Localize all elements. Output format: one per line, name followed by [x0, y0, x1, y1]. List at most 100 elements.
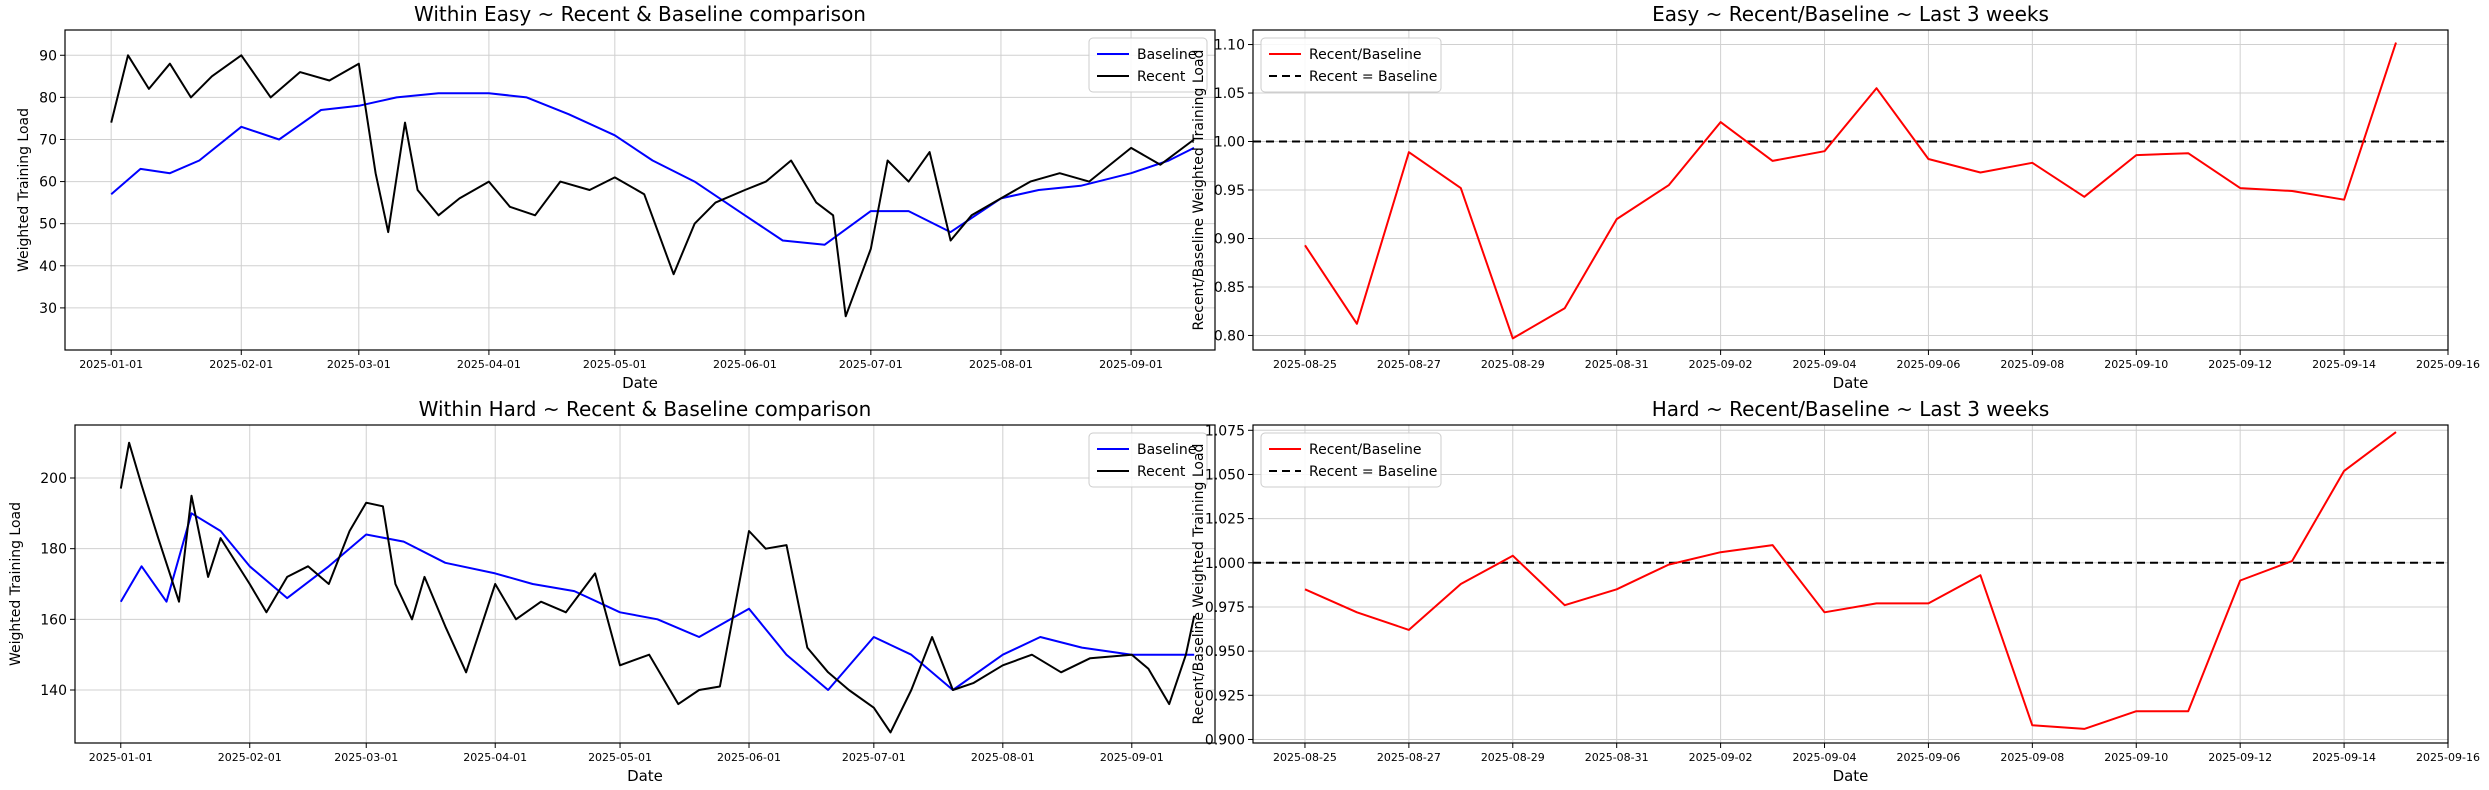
axes-frame — [1252, 424, 2449, 744]
y-axis-label: Recent/Baseline Weighted Training Load — [1191, 444, 1207, 725]
chart-hard-compare: 2025-01-01 2025-02-01 2025-03-01 2025-04-01… — [8, 397, 1216, 785]
y-tick-label: 0.80 — [1214, 328, 1245, 344]
legend: Recent/Baseline Recent = Baseline — [1260, 37, 1442, 93]
x-tick-label: 2025-09-10 — [2104, 751, 2168, 764]
y-tick-label: 50 — [39, 217, 57, 233]
x-tick-label: 2025-09-04 — [1793, 751, 1857, 764]
x-axis-label: Date — [627, 767, 663, 785]
legend-label: Recent = Baseline — [1309, 464, 1437, 480]
x-tick-label: 2025-09-08 — [2000, 751, 2064, 764]
series-line-recent — [119, 441, 1196, 734]
x-tick-label: 2025-03-01 — [334, 751, 398, 764]
x-tick-label: 2025-09-01 — [1099, 358, 1163, 371]
x-tick-label: 2025-09-08 — [2000, 358, 2064, 371]
x-tick-label: 2025-08-31 — [1585, 751, 1649, 764]
series-line-baseline — [110, 92, 1195, 246]
x-tick-label: 2025-09-10 — [2104, 358, 2168, 371]
x-axis-label: Date — [1833, 767, 1869, 785]
legend-label: Baseline — [1137, 442, 1196, 458]
legend-box — [1260, 432, 1442, 488]
x-tick-label: 2025-02-01 — [218, 751, 282, 764]
y-tick-label: 0.925 — [1205, 688, 1245, 704]
y-tick-label: 1.000 — [1205, 556, 1245, 572]
legend-label: Recent — [1137, 69, 1186, 85]
series-line-recent-baseline — [1304, 431, 2397, 730]
x-tick-label: 2025-07-01 — [839, 358, 903, 371]
y-tick-label: 140 — [40, 683, 67, 699]
series-line-recent — [110, 54, 1195, 318]
x-tick-label: 2025-09-01 — [1100, 751, 1164, 764]
y-tick-label: 160 — [40, 612, 67, 628]
x-tick-label: 2025-08-29 — [1481, 358, 1545, 371]
x-axis-label: Date — [1833, 374, 1869, 392]
legend: Baseline Recent — [1088, 37, 1208, 93]
x-tick-label: 2025-06-01 — [717, 751, 781, 764]
x-tick-label: 2025-08-27 — [1377, 751, 1441, 764]
y-tick-label: 200 — [40, 471, 67, 487]
x-tick-label: 2025-04-01 — [463, 751, 527, 764]
legend-label: Recent — [1137, 464, 1186, 480]
x-tick-label: 2025-09-04 — [1793, 358, 1857, 371]
legend-label: Baseline — [1137, 47, 1196, 63]
chart-title: Hard ~ Recent/Baseline ~ Last 3 weeks — [1652, 397, 2050, 421]
x-tick-label: 2025-09-16 — [2416, 751, 2480, 764]
y-axis-label: Weighted Training Load — [16, 108, 32, 272]
y-tick-label: 0.950 — [1205, 644, 1245, 660]
x-tick-label: 2025-09-14 — [2312, 358, 2376, 371]
legend-label: Recent/Baseline — [1309, 442, 1421, 458]
y-axis-label: Weighted Training Load — [8, 502, 24, 666]
y-tick-label: 90 — [39, 48, 57, 64]
x-tick-label: 2025-06-01 — [713, 358, 777, 371]
x-tick-label: 2025-08-01 — [971, 751, 1035, 764]
legend: Recent/Baseline Recent = Baseline — [1260, 432, 1442, 488]
y-tick-label: 1.10 — [1214, 38, 1245, 54]
x-tick-label: 2025-09-02 — [1689, 751, 1753, 764]
x-tick-label: 2025-08-25 — [1273, 751, 1337, 764]
y-axis-label: Recent/Baseline Weighted Training Load — [1191, 50, 1207, 331]
legend-box — [1260, 37, 1442, 93]
x-tick-label: 2025-02-01 — [209, 358, 273, 371]
legend: Baseline Recent — [1088, 432, 1208, 488]
x-tick-label: 2025-04-01 — [457, 358, 521, 371]
chart-easy-ratio: 2025-08-25 2025-08-27 2025-08-29 2025-08-31… — [1191, 2, 2480, 392]
legend-box — [1088, 432, 1208, 488]
y-tick-label: 1.05 — [1214, 86, 1245, 102]
x-tick-label: 2025-08-27 — [1377, 358, 1441, 371]
x-tick-label: 2025-07-01 — [842, 751, 906, 764]
x-tick-label: 2025-08-25 — [1273, 358, 1337, 371]
y-tick-label: 70 — [39, 132, 57, 148]
chart-easy-compare: 2025-01-01 2025-02-01 2025-03-01 2025-04-01… — [16, 2, 1216, 392]
y-tick-label: 60 — [39, 175, 57, 191]
x-tick-label: 2025-09-02 — [1689, 358, 1753, 371]
y-tick-label: 180 — [40, 542, 67, 558]
series-line-recent-baseline — [1304, 42, 2397, 340]
chart-hard-ratio: 2025-08-25 2025-08-27 2025-08-29 2025-08-31… — [1191, 397, 2480, 785]
x-tick-label: 2025-08-01 — [969, 358, 1033, 371]
y-tick-label: 80 — [39, 90, 57, 106]
x-tick-label: 2025-05-01 — [588, 751, 652, 764]
y-tick-label: 1.075 — [1205, 423, 1245, 439]
legend-label: Recent/Baseline — [1309, 47, 1421, 63]
x-tick-label: 2025-09-06 — [1896, 358, 1960, 371]
series-line-baseline — [119, 512, 1195, 691]
y-tick-label: 1.050 — [1205, 467, 1245, 483]
y-tick-label: 40 — [39, 259, 57, 275]
x-tick-label: 2025-09-12 — [2208, 751, 2272, 764]
legend-box — [1088, 37, 1208, 93]
x-tick-label: 2025-09-06 — [1896, 751, 1960, 764]
x-tick-label: 2025-01-01 — [89, 751, 153, 764]
legend-label: Recent = Baseline — [1309, 69, 1437, 85]
x-tick-label: 2025-05-01 — [583, 358, 647, 371]
x-tick-label: 2025-01-01 — [79, 358, 143, 371]
y-tick-label: 0.90 — [1214, 231, 1245, 247]
y-tick-label: 0.95 — [1214, 183, 1245, 199]
y-tick-label: 1.025 — [1205, 512, 1245, 528]
x-tick-label: 2025-03-01 — [327, 358, 391, 371]
chart-title: Easy ~ Recent/Baseline ~ Last 3 weeks — [1652, 2, 2049, 26]
y-tick-label: 30 — [39, 301, 57, 317]
axes-frame — [64, 29, 1216, 351]
y-tick-label: 1.00 — [1214, 135, 1245, 151]
x-tick-label: 2025-09-16 — [2416, 358, 2480, 371]
x-tick-label: 2025-09-12 — [2208, 358, 2272, 371]
